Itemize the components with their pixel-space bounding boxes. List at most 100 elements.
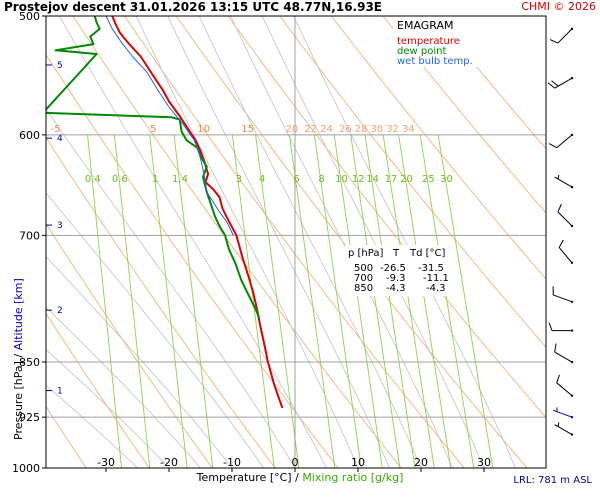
x-tick-label: 20 [414, 456, 428, 469]
wind-barb [554, 343, 574, 364]
wet-adiabat-label: 20 [285, 124, 298, 135]
table-cell: -26.5 [380, 263, 406, 274]
table-cell: 700 [354, 273, 374, 284]
wind-barb [549, 27, 574, 44]
altitude-tick-label: 1 [57, 387, 63, 397]
mixing-ratio-line [289, 134, 336, 468]
mixing-ratio-label: 14 [366, 174, 379, 185]
dry-adiabat-line [46, 405, 87, 468]
wind-barb-staff [557, 28, 573, 44]
axes: -5 5 10 15 20 22 24 26 28 30 32 340.4 0.6 1 1.4 3 4 6 8 10 1… [12, 10, 491, 475]
x-tick-label: 30 [477, 456, 491, 469]
wind-barb-dot [570, 300, 574, 303]
moist-adiabat-line [46, 306, 201, 468]
wind-barb-dot [570, 133, 574, 137]
moist-adiabat-line [59, 16, 327, 468]
y-axis-label-separator: / [12, 353, 25, 358]
x-axis-label-mixing-ratio: Mixing ratio [g/kg] [302, 471, 404, 484]
table-cell: -4.3 [426, 283, 446, 294]
legend-temperature: temperature [397, 36, 460, 47]
wind-barb [548, 133, 574, 149]
x-tick-label: 10 [351, 456, 365, 469]
wind-barb-staff [556, 382, 573, 397]
y-axis-label-altitude: Altitude [km] [12, 278, 25, 351]
legend-title: EMAGRAM [397, 19, 454, 32]
wind-barb-staff [557, 211, 573, 227]
wind-barb-flag [547, 82, 555, 89]
wind-barb [554, 174, 574, 189]
moist-adiabat-line [46, 192, 264, 468]
moist-adiabat-line [230, 16, 453, 468]
mixing-ratio-line [333, 134, 383, 468]
wind-barb-dot [570, 261, 574, 264]
wind-barb-dot [570, 27, 574, 31]
moist-adiabat-line [198, 16, 422, 468]
x-axis-label: Temperature [°C] / Mixing ratio [g/kg] [0, 471, 600, 484]
y-axis-label: Pressure [hPa] / Altitude [km] [12, 278, 25, 440]
wet-adiabat-label: 32 [386, 124, 399, 135]
mixing-ratio-label: 3 [236, 174, 242, 185]
pressure-tick-label: 1000 [12, 462, 40, 475]
wind-barb [553, 407, 574, 419]
mixing-ratio-label: 1.4 [172, 174, 188, 185]
pressure-tick-label: 600 [19, 129, 40, 142]
dry-adiabat-line [46, 222, 213, 468]
wind-barb-half-flag [557, 422, 560, 427]
table-cell: -4.3 [386, 283, 406, 294]
altitude-tick-label: 4 [57, 134, 63, 144]
wind-barb-dot [570, 394, 574, 397]
mixing-ratio-line [173, 134, 214, 468]
pressure-tick-label: 500 [19, 10, 40, 23]
wind-barb-staff [553, 294, 573, 303]
mixing-ratio-label: 25 [422, 174, 435, 185]
mixing-ratio-label: 8 [318, 174, 324, 185]
wind-barb [557, 203, 574, 228]
dry-adiabat-label: 5 [150, 124, 156, 135]
dry-adiabat-line [382, 16, 546, 214]
wet-bulb-profile-line [105, 16, 234, 236]
lrl-note: LRL: 781 m ASL [513, 475, 592, 486]
wind-barb-dot [570, 76, 574, 80]
dry-adiabat-line [279, 16, 546, 348]
x-tick-label: -10 [223, 456, 241, 469]
mixing-ratio-line [364, 134, 416, 468]
mixing-ratio-label: 17 [385, 174, 398, 185]
wind-barb [552, 286, 574, 303]
mixing-ratio-line [231, 134, 275, 468]
mixing-ratio-label: 0.6 [112, 174, 128, 185]
mixing-ratio-label: 0.4 [85, 174, 101, 185]
mixing-ratio-label: 30 [440, 174, 453, 185]
mixing-ratio-line [313, 134, 362, 468]
dew-point-profile-line [46, 16, 261, 319]
wind-barb [548, 322, 574, 332]
altitude-tick-label: 3 [57, 221, 63, 231]
summary-table [345, 245, 451, 296]
wind-barb-flag [554, 343, 557, 353]
x-tick-label: 0 [292, 456, 299, 469]
mixing-ratio-line [87, 134, 123, 468]
legend-dew-point: dew point [397, 46, 447, 57]
mixing-ratio-label: 6 [293, 174, 299, 185]
altitude-tick-label: 2 [57, 306, 63, 316]
wind-barb [556, 374, 574, 397]
wind-barb-flag [556, 374, 560, 383]
dry-adiabat-label: 10 [197, 124, 210, 135]
plot-frame [45, 15, 547, 469]
wind-barb-staff [554, 176, 573, 188]
wind-barb-staff [554, 77, 573, 89]
copyright: CHMI © 2026 [521, 0, 596, 13]
moist-adiabat-line [46, 348, 170, 468]
table-cell: -9.3 [386, 273, 406, 284]
wet-adiabat-label: 34 [402, 124, 415, 135]
x-axis-label-separator: / [295, 471, 299, 484]
mixing-ratio-line [419, 134, 475, 468]
table-cell: 500 [354, 263, 374, 274]
y-axis-label-pressure: Pressure [hPa] [12, 361, 25, 440]
mixing-ratio-line [113, 134, 151, 468]
wind-barb-flag [551, 80, 559, 87]
moist-adiabat-line [46, 108, 296, 468]
mixing-ratio-label: 20 [400, 174, 413, 185]
moist-adiabat-line [167, 16, 390, 468]
table-header-pressure: p [hPa] [348, 248, 384, 259]
